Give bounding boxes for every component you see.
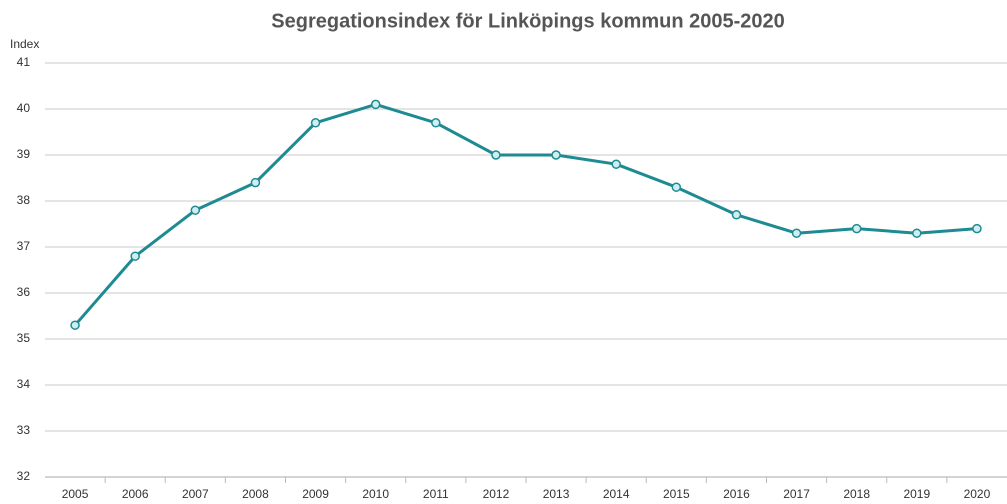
point [250, 177, 261, 188]
x-tick-label: 2017 [783, 487, 810, 501]
point [190, 205, 201, 215]
point [70, 320, 80, 330]
x-tick-label: 2008 [242, 487, 269, 501]
y-tick-label: 37 [17, 239, 31, 253]
y-tick-label: 35 [17, 331, 31, 345]
y-tick-label: 33 [17, 423, 31, 437]
x-tick-label: 2019 [903, 487, 930, 501]
point [310, 118, 321, 128]
point [791, 228, 802, 238]
point [611, 159, 621, 169]
y-tick-label: 32 [17, 469, 31, 483]
x-tick-label: 2014 [603, 487, 630, 501]
y-tick-label: 41 [17, 55, 31, 69]
point [671, 182, 682, 192]
point [731, 210, 742, 220]
y-tick-label: 34 [17, 377, 31, 391]
y-tick-label: 40 [17, 101, 31, 115]
x-tick-label: 2010 [362, 487, 389, 501]
x-tick-label: 2007 [182, 487, 209, 501]
x-tick-label: 2013 [543, 487, 570, 501]
y-axis-label: Index [10, 37, 39, 51]
chart-title: Segregationsindex för Linköpings kommun … [271, 10, 784, 32]
x-tick-label: 2016 [723, 487, 750, 501]
x-tick-label: 2011 [423, 487, 449, 501]
point [431, 118, 441, 128]
point [491, 150, 501, 160]
line [73, 102, 978, 327]
x-tick-label: 2009 [302, 487, 329, 501]
x-tick-label: 2015 [663, 487, 690, 501]
x-tick-label: 2012 [483, 487, 510, 501]
point [972, 223, 982, 234]
y-tick-label: 36 [17, 285, 31, 299]
point [370, 99, 381, 110]
point [851, 223, 862, 234]
x-tick-label: 2018 [843, 487, 870, 501]
x-tick-label: 2006 [122, 487, 149, 501]
y-tick-label: 38 [17, 193, 31, 207]
point [551, 150, 561, 160]
point [130, 251, 140, 261]
point [912, 228, 922, 238]
y-tick-label: 39 [17, 147, 31, 161]
x-tick-label: 2005 [62, 487, 89, 501]
x-tick-label: 2020 [964, 487, 991, 501]
